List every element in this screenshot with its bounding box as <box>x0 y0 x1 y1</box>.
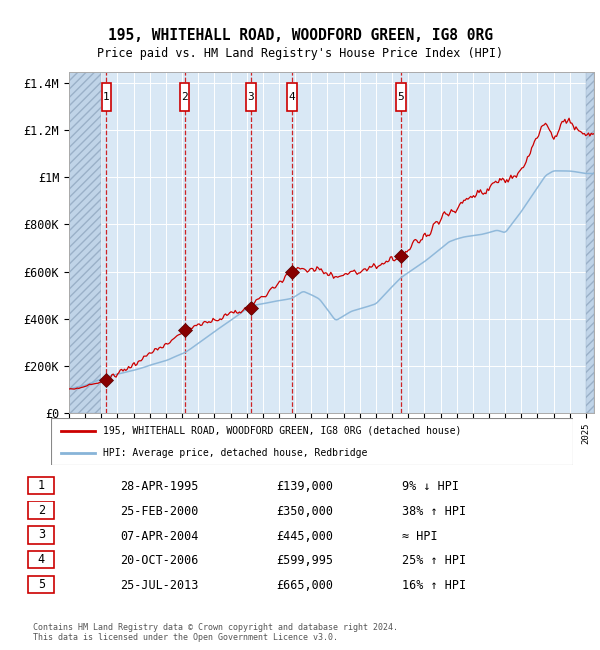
Text: 195, WHITEHALL ROAD, WOODFORD GREEN, IG8 0RG: 195, WHITEHALL ROAD, WOODFORD GREEN, IG8… <box>107 28 493 44</box>
Text: 195, WHITEHALL ROAD, WOODFORD GREEN, IG8 0RG (detached house): 195, WHITEHALL ROAD, WOODFORD GREEN, IG8… <box>103 426 461 436</box>
Bar <box>586 72 594 413</box>
Text: 4: 4 <box>289 92 295 102</box>
Text: 1: 1 <box>103 92 110 102</box>
FancyBboxPatch shape <box>28 551 55 568</box>
Text: 25-JUL-2013: 25-JUL-2013 <box>120 579 199 592</box>
Text: 38% ↑ HPI: 38% ↑ HPI <box>402 505 466 518</box>
Text: 3: 3 <box>38 528 45 541</box>
Text: £665,000: £665,000 <box>276 579 333 592</box>
FancyBboxPatch shape <box>246 83 256 111</box>
Text: Price paid vs. HM Land Registry's House Price Index (HPI): Price paid vs. HM Land Registry's House … <box>97 47 503 60</box>
Text: £139,000: £139,000 <box>276 480 333 493</box>
Text: £350,000: £350,000 <box>276 505 333 518</box>
Text: 1: 1 <box>38 479 45 492</box>
Text: Contains HM Land Registry data © Crown copyright and database right 2024.
This d: Contains HM Land Registry data © Crown c… <box>33 623 398 642</box>
FancyBboxPatch shape <box>287 83 297 111</box>
Text: 9% ↓ HPI: 9% ↓ HPI <box>402 480 459 493</box>
Text: 3: 3 <box>248 92 254 102</box>
FancyBboxPatch shape <box>179 83 190 111</box>
Text: 2: 2 <box>38 504 45 517</box>
Text: 25% ↑ HPI: 25% ↑ HPI <box>402 554 466 567</box>
Text: 4: 4 <box>38 553 45 566</box>
Text: 28-APR-1995: 28-APR-1995 <box>120 480 199 493</box>
Text: 5: 5 <box>38 578 45 591</box>
FancyBboxPatch shape <box>28 526 55 543</box>
Text: 25-FEB-2000: 25-FEB-2000 <box>120 505 199 518</box>
FancyBboxPatch shape <box>28 502 55 519</box>
Bar <box>69 72 101 413</box>
Text: £445,000: £445,000 <box>276 530 333 543</box>
FancyBboxPatch shape <box>28 576 55 593</box>
FancyBboxPatch shape <box>51 418 573 465</box>
Text: 20-OCT-2006: 20-OCT-2006 <box>120 554 199 567</box>
FancyBboxPatch shape <box>101 83 112 111</box>
Text: 16% ↑ HPI: 16% ↑ HPI <box>402 579 466 592</box>
Text: HPI: Average price, detached house, Redbridge: HPI: Average price, detached house, Redb… <box>103 448 368 458</box>
Text: 07-APR-2004: 07-APR-2004 <box>120 530 199 543</box>
Text: £599,995: £599,995 <box>276 554 333 567</box>
FancyBboxPatch shape <box>28 477 55 495</box>
Text: ≈ HPI: ≈ HPI <box>402 530 437 543</box>
Text: 2: 2 <box>181 92 188 102</box>
Text: 5: 5 <box>398 92 404 102</box>
FancyBboxPatch shape <box>396 83 406 111</box>
